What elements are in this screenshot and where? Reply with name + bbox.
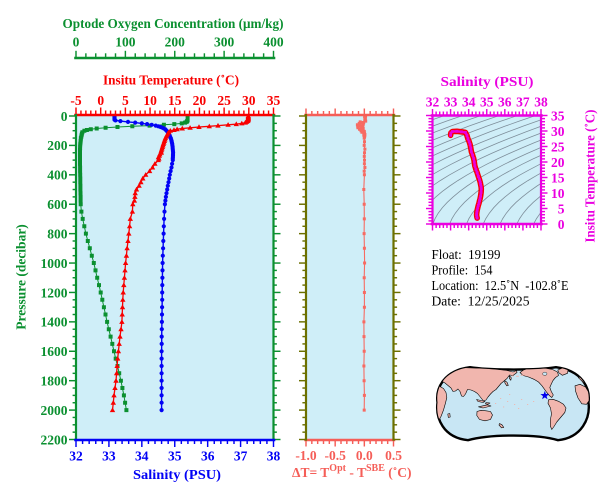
- svg-text:Location: 12.5˚N -102.8˚E: Location: 12.5˚N -102.8˚E: [432, 279, 569, 294]
- svg-text:25: 25: [551, 139, 565, 154]
- svg-text:15: 15: [551, 170, 565, 185]
- svg-text:33: 33: [102, 449, 116, 464]
- svg-text:100: 100: [115, 35, 136, 50]
- svg-text:800: 800: [47, 226, 68, 241]
- svg-text:Salinity (PSU): Salinity (PSU): [133, 467, 221, 482]
- svg-text:34: 34: [462, 95, 476, 110]
- svg-text:Profile: 154: Profile: 154: [432, 264, 493, 279]
- svg-text:30: 30: [242, 93, 256, 108]
- svg-text:Salinity (PSU): Salinity (PSU): [441, 74, 534, 89]
- svg-text:0: 0: [558, 217, 565, 232]
- svg-text:1800: 1800: [41, 374, 68, 389]
- svg-text:400: 400: [263, 35, 284, 50]
- svg-text:0: 0: [97, 93, 104, 108]
- svg-text:25: 25: [217, 93, 231, 108]
- svg-text:0: 0: [73, 35, 80, 50]
- svg-text:-0.5: -0.5: [325, 448, 347, 463]
- svg-text:Optode Oxygen Concentration (μ: Optode Oxygen Concentration (μm/kg): [63, 16, 284, 31]
- svg-text:200: 200: [165, 35, 186, 50]
- svg-text:0: 0: [61, 109, 68, 124]
- svg-text:200: 200: [47, 138, 68, 153]
- svg-text:2000: 2000: [41, 403, 68, 418]
- svg-text:20: 20: [551, 155, 565, 170]
- svg-text:Insitu Temperature (˚C): Insitu Temperature (˚C): [583, 110, 598, 243]
- svg-text:35: 35: [267, 93, 281, 108]
- svg-text:34: 34: [135, 449, 149, 464]
- svg-text:10: 10: [551, 186, 565, 201]
- svg-text:1000: 1000: [41, 256, 68, 271]
- svg-text:35: 35: [168, 449, 182, 464]
- svg-text:32: 32: [69, 449, 83, 464]
- svg-text:10: 10: [143, 93, 157, 108]
- svg-text:ΔT= TOpt - TSBE (˚C): ΔT= TOpt - TSBE (˚C): [292, 463, 412, 480]
- svg-text:-5: -5: [70, 93, 81, 108]
- svg-text:300: 300: [214, 35, 235, 50]
- svg-text:5: 5: [122, 93, 129, 108]
- svg-text:400: 400: [47, 168, 68, 183]
- svg-text:32: 32: [426, 95, 440, 110]
- svg-text:1400: 1400: [41, 315, 68, 330]
- svg-text:20: 20: [193, 93, 207, 108]
- svg-text:1200: 1200: [41, 285, 68, 300]
- svg-text:37: 37: [516, 95, 530, 110]
- svg-text:-1.0: -1.0: [295, 448, 317, 463]
- svg-text:Date: 12/25/2025: Date: 12/25/2025: [432, 295, 530, 310]
- svg-text:0.5: 0.5: [385, 448, 402, 463]
- svg-text:30: 30: [551, 124, 565, 139]
- svg-text:Pressure (decibar): Pressure (decibar): [14, 224, 29, 330]
- svg-text:0.0: 0.0: [356, 448, 373, 463]
- svg-text:15: 15: [168, 93, 182, 108]
- svg-text:35: 35: [551, 108, 565, 123]
- svg-text:600: 600: [47, 197, 68, 212]
- svg-text:37: 37: [234, 449, 248, 464]
- svg-text:38: 38: [267, 449, 281, 464]
- svg-text:2200: 2200: [41, 432, 68, 447]
- svg-text:38: 38: [534, 95, 548, 110]
- svg-text:Float: 19199: Float: 19199: [432, 248, 501, 263]
- svg-text:5: 5: [558, 201, 565, 216]
- svg-text:Insitu Temperature (˚C): Insitu Temperature (˚C): [103, 73, 239, 88]
- svg-text:33: 33: [444, 95, 458, 110]
- svg-text:35: 35: [480, 95, 494, 110]
- svg-text:36: 36: [498, 95, 512, 110]
- svg-text:36: 36: [201, 449, 215, 464]
- svg-text:1600: 1600: [41, 344, 68, 359]
